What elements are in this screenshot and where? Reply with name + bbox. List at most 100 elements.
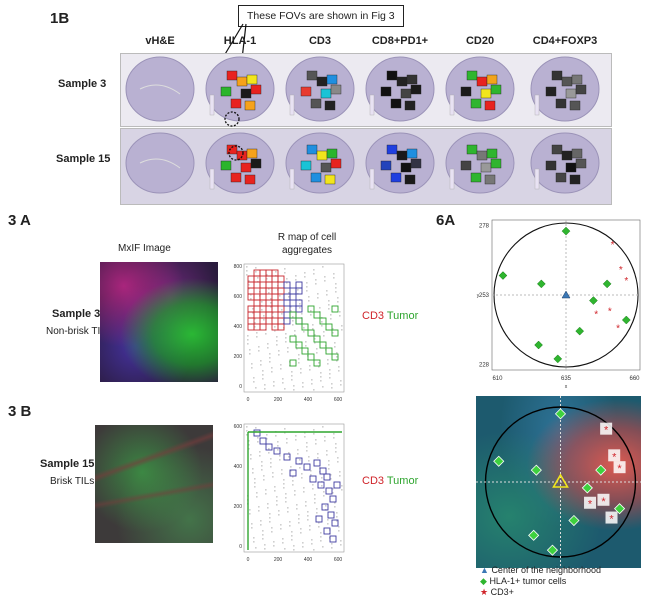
tumor-marker: [493, 455, 505, 467]
rmap-dot: [324, 280, 326, 282]
rmap-dot: [338, 366, 340, 368]
rmap-dot: [281, 313, 283, 315]
rmap-dot: [297, 289, 299, 291]
rmap-dot: [252, 308, 254, 310]
fig3b-label: 3 B: [8, 403, 32, 420]
tumor-marker: [530, 464, 542, 476]
rmap-dot: [301, 473, 303, 475]
mxif-image-sample15: [95, 425, 213, 543]
rmap-dot: [254, 326, 256, 328]
rmap-dot: [269, 521, 271, 523]
rmap-dot: [333, 277, 335, 279]
rmap-dot: [317, 297, 319, 299]
rmap-dot: [335, 451, 337, 453]
tumor-cell: [307, 353, 315, 361]
cd3-marker-box: [600, 422, 613, 435]
tumor-cell: [331, 353, 339, 361]
tumor-point: [553, 354, 563, 364]
rmap-dot: [339, 475, 341, 477]
x-tick-label: 200: [274, 397, 283, 403]
rmap-dot: [309, 529, 311, 531]
rmap-dot: [265, 493, 267, 495]
rmap-dot: [263, 479, 265, 481]
rmap-dot: [260, 520, 262, 522]
rmap-dot: [308, 300, 310, 302]
fig1b-label: 1B: [50, 10, 70, 27]
cd3-cell-overlap: [329, 535, 337, 543]
tumor-marker: [568, 514, 580, 527]
rmap-dot: [302, 386, 304, 388]
rmap-dot: [318, 526, 320, 528]
rmap-dot: [282, 382, 284, 384]
rmap-dot: [328, 304, 330, 306]
rmap-dot: [336, 360, 338, 362]
legend-cd3-3b: CD3: [362, 475, 385, 487]
rmap-dot: [285, 497, 287, 499]
rmap-dot: [290, 306, 292, 308]
rmap-dot: [300, 372, 302, 374]
cd3-cell-overlap: [317, 481, 325, 489]
desc-3b: Brisk TILs: [50, 476, 95, 487]
rmap-dot: [287, 351, 289, 353]
rmap-dot: [273, 385, 275, 387]
cd3-cell-overlap: [321, 503, 329, 511]
rmap-dot: [286, 282, 288, 284]
rmap-dot: [300, 368, 302, 370]
rmap-dot: [292, 480, 294, 482]
tumor-marker: [614, 503, 626, 515]
rmap-dot: [335, 447, 337, 449]
rmap-dot: [246, 274, 248, 276]
rmap-dot: [257, 437, 259, 439]
rmap-dot: [254, 318, 256, 320]
rmap-dot: [265, 333, 267, 335]
rmap-dot: [261, 469, 263, 471]
rmap-dot: [294, 494, 296, 496]
rmap-dot: [340, 384, 342, 386]
rmap-dot: [341, 325, 343, 327]
tumor-cell: [289, 359, 297, 367]
rmap-dot: [340, 540, 342, 542]
rmap-dot: [296, 348, 298, 350]
rmap-dot: [258, 350, 260, 352]
rmap-dot: [284, 432, 286, 434]
rmap-dot: [277, 441, 279, 443]
rmap-dot: [311, 543, 313, 545]
rmap-dot: [254, 322, 256, 324]
cd3-point: *: [594, 309, 598, 320]
cd3-cell-overlap: [313, 459, 321, 467]
rmap-dot: [293, 389, 295, 391]
rmap-dot: [262, 378, 264, 380]
rmap-dot: [261, 465, 263, 467]
rmap-dot: [273, 381, 275, 383]
cd3-cell-overlap: [295, 287, 303, 295]
rmap-dot: [282, 538, 284, 540]
legend-cd3-3a: CD3: [362, 310, 385, 322]
rmap-dot: [270, 462, 272, 464]
rmap-dot: [294, 490, 296, 492]
rmap-dot: [302, 382, 304, 384]
rmap-dot: [314, 342, 316, 344]
rmap-dot: [292, 316, 294, 318]
desc-3a: Non-brisk TILs: [46, 326, 111, 337]
rmap-dot: [311, 539, 313, 541]
rmap-dot: [294, 334, 296, 336]
rmap-dot: [328, 300, 330, 302]
tumor-marker: [546, 544, 559, 556]
rmap-dot: [250, 298, 252, 300]
cd3-cell-overlap: [253, 429, 261, 437]
cd3-cell: [259, 323, 267, 331]
rmap-dot: [332, 488, 334, 490]
rmap-dot: [339, 315, 341, 317]
rmap-dot: [260, 524, 262, 526]
tumor-point: [561, 226, 571, 236]
rmap-dot: [315, 279, 317, 281]
x-tick-label: 600: [334, 557, 343, 563]
rmap-dot: [331, 543, 333, 545]
rmap-dot: [267, 507, 269, 509]
rmap-dot: [308, 456, 310, 458]
rmap-dot: [320, 536, 322, 538]
y-tick-label: 400: [234, 324, 243, 330]
rmap-dot: [269, 513, 271, 515]
y-tick-label: 600: [234, 294, 243, 300]
